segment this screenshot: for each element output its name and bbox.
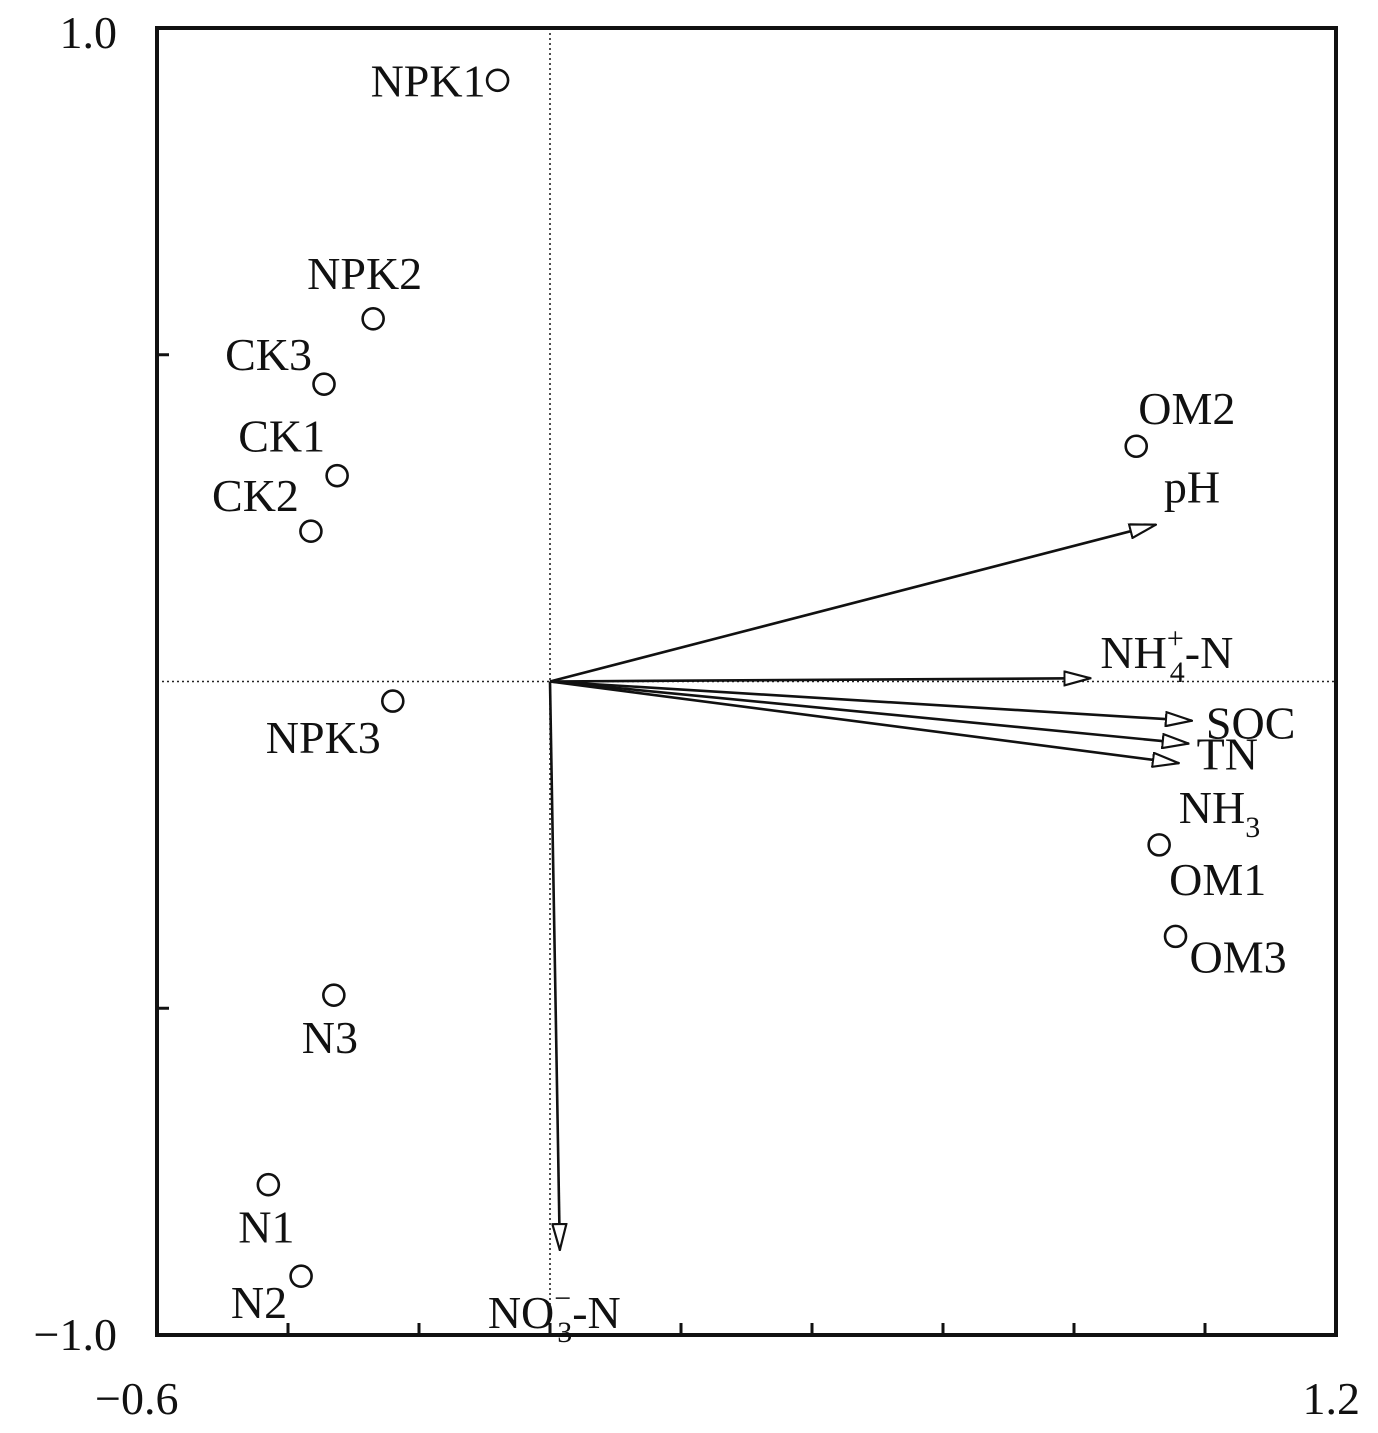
x-tick-label: −0.6 bbox=[95, 1373, 178, 1424]
point-label-npk1: NPK1 bbox=[371, 55, 486, 106]
plot-frame bbox=[155, 26, 1338, 1337]
arrow-label-nh4-n: NH+ 4-N bbox=[1100, 622, 1233, 689]
point-om3 bbox=[1163, 924, 1188, 949]
arrow-label-ph: pH bbox=[1164, 462, 1220, 513]
point-label-ck3: CK3 bbox=[225, 329, 312, 380]
arrow-label-tn: TN bbox=[1197, 729, 1258, 780]
point-ck3 bbox=[312, 372, 336, 396]
point-npk3 bbox=[380, 689, 405, 713]
point-label-ck2: CK2 bbox=[212, 470, 299, 521]
point-npk1 bbox=[485, 68, 510, 93]
sample-point-labels: NPK1 NPK2 CK3 CK1 CK2 NPK3 N3 N1 N2 OM2 OM1 OM3 bbox=[212, 55, 1287, 1328]
axis-ticks bbox=[157, 353, 1207, 1335]
sample-points bbox=[256, 68, 1188, 1288]
arrow-label-no3-n: NO− 3-N bbox=[488, 1282, 621, 1349]
point-om1 bbox=[1147, 833, 1171, 857]
arrow-tn bbox=[549, 680, 1189, 744]
point-label-om1: OM1 bbox=[1169, 854, 1266, 905]
arrow-label-soc: SOC bbox=[1206, 698, 1295, 749]
x-tick-label: 1.2 bbox=[1303, 1373, 1361, 1424]
point-label-n3: N3 bbox=[302, 1012, 358, 1063]
point-ck1 bbox=[325, 463, 349, 488]
point-n1 bbox=[256, 1172, 281, 1197]
point-om2 bbox=[1124, 434, 1149, 459]
arrow-nh4-n bbox=[549, 678, 1090, 681]
point-npk2 bbox=[361, 307, 385, 331]
point-n3 bbox=[322, 983, 346, 1007]
point-ck2 bbox=[299, 519, 323, 543]
arrow-label-nh3: NH3 bbox=[1179, 782, 1260, 844]
axis-tick-labels: −0.6 1.2 1.0 −1.0 bbox=[34, 7, 1360, 1424]
variable-arrows bbox=[548, 525, 1192, 1251]
arrow-ph bbox=[549, 525, 1156, 683]
y-tick-label: −1.0 bbox=[34, 1309, 117, 1360]
point-label-om3: OM3 bbox=[1190, 931, 1287, 982]
point-label-npk3: NPK3 bbox=[266, 712, 381, 763]
arrow-nh3 bbox=[549, 680, 1179, 764]
point-label-ck1: CK1 bbox=[238, 411, 325, 462]
point-label-om2: OM2 bbox=[1138, 383, 1235, 434]
point-label-n1: N1 bbox=[238, 1202, 294, 1253]
y-tick-label: 1.0 bbox=[60, 7, 118, 58]
arrow-no3-n bbox=[548, 681, 560, 1251]
point-label-n2: N2 bbox=[231, 1277, 287, 1328]
plot-border bbox=[155, 26, 1338, 1337]
point-n2 bbox=[289, 1264, 313, 1288]
reference-lines bbox=[157, 28, 1336, 1335]
point-label-npk2: NPK2 bbox=[307, 248, 422, 299]
arrow-soc bbox=[549, 680, 1192, 721]
